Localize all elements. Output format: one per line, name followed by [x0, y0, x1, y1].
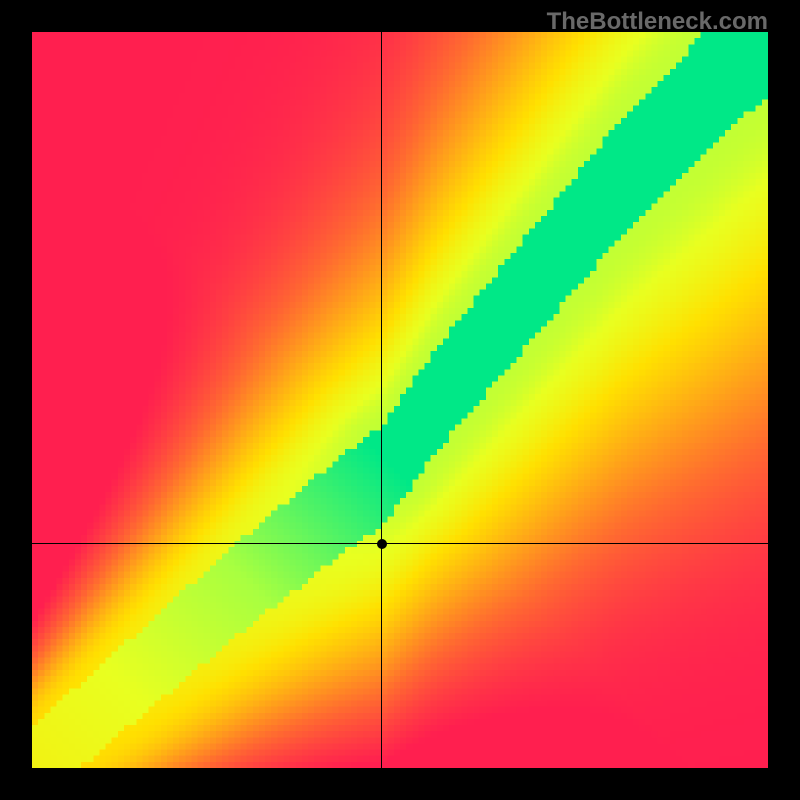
chart-frame: TheBottleneck.com — [0, 0, 800, 800]
data-point-marker — [377, 539, 387, 549]
watermark-text: TheBottleneck.com — [547, 8, 768, 36]
bottleneck-heatmap — [32, 32, 768, 768]
plot-area — [32, 32, 768, 768]
crosshair-horizontal — [32, 543, 768, 544]
crosshair-vertical — [381, 32, 382, 768]
